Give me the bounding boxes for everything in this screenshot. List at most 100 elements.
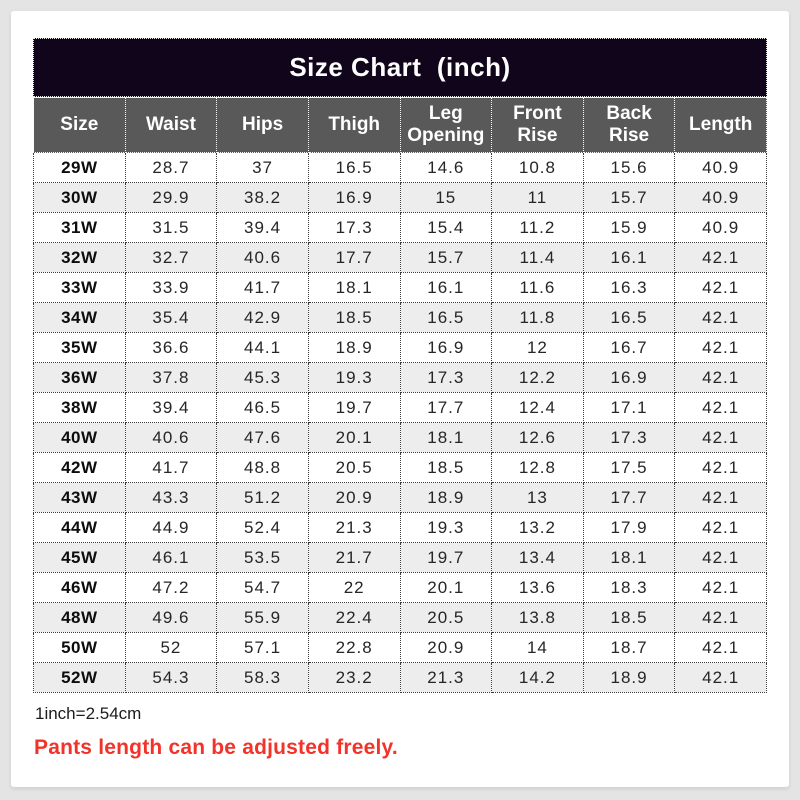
value-cell: 20.9 — [399, 632, 493, 663]
value-cell: 42.1 — [674, 482, 767, 513]
value-cell: 13.8 — [491, 602, 584, 633]
value-cell: 19.7 — [399, 542, 493, 573]
value-cell: 39.4 — [216, 212, 309, 243]
value-cell: 17.3 — [582, 422, 676, 453]
value-cell: 11.8 — [491, 302, 584, 333]
table-row: 33W 33.9 41.7 18.1 16.1 11.6 16.3 42.1 — [33, 272, 767, 303]
chart-title-bar: Size Chart (inch) — [33, 38, 767, 97]
value-cell: 15.9 — [582, 212, 676, 243]
value-cell: 42.1 — [674, 302, 767, 333]
value-cell: 18.5 — [307, 302, 401, 333]
table-row: 45W 46.1 53.5 21.7 19.7 13.4 18.1 42.1 — [33, 542, 767, 573]
value-cell: 29.9 — [124, 182, 218, 213]
value-cell: 37 — [216, 152, 309, 183]
value-cell: 16.5 — [582, 302, 676, 333]
value-cell: 21.7 — [307, 542, 401, 573]
value-cell: 40.9 — [674, 212, 767, 243]
value-cell: 45.3 — [216, 362, 309, 393]
size-cell: 43W — [33, 482, 126, 513]
table-row: 36W 37.8 45.3 19.3 17.3 12.2 16.9 42.1 — [33, 362, 767, 393]
value-cell: 54.3 — [124, 662, 218, 693]
value-cell: 46.1 — [124, 542, 218, 573]
value-cell: 42.1 — [674, 422, 767, 453]
value-cell: 20.5 — [307, 452, 401, 483]
value-cell: 42.1 — [674, 272, 767, 303]
size-cell: 52W — [33, 662, 126, 693]
column-header-front-rise: Front Rise — [491, 97, 584, 153]
value-cell: 16.1 — [582, 242, 676, 273]
value-cell: 31.5 — [124, 212, 218, 243]
value-cell: 18.7 — [582, 632, 676, 663]
value-cell: 20.5 — [399, 602, 493, 633]
value-cell: 53.5 — [216, 542, 309, 573]
value-cell: 17.7 — [582, 482, 676, 513]
value-cell: 41.7 — [216, 272, 309, 303]
value-cell: 16.7 — [582, 332, 676, 363]
value-cell: 12.6 — [491, 422, 584, 453]
size-cell: 35W — [33, 332, 126, 363]
value-cell: 47.2 — [124, 572, 218, 603]
value-cell: 22.4 — [307, 602, 401, 633]
value-cell: 13 — [491, 482, 584, 513]
value-cell: 36.6 — [124, 332, 218, 363]
value-cell: 44.1 — [216, 332, 309, 363]
value-cell: 20.1 — [399, 572, 493, 603]
value-cell: 18.5 — [399, 452, 493, 483]
value-cell: 15.6 — [582, 152, 676, 183]
value-cell: 17.3 — [399, 362, 493, 393]
column-header-size: Size — [33, 97, 126, 153]
table-row: 34W 35.4 42.9 18.5 16.5 11.8 16.5 42.1 — [33, 302, 767, 333]
value-cell: 37.8 — [124, 362, 218, 393]
value-cell: 52.4 — [216, 512, 309, 543]
value-cell: 52 — [124, 632, 218, 663]
value-cell: 40.6 — [124, 422, 218, 453]
value-cell: 14.6 — [399, 152, 493, 183]
table-row: 38W 39.4 46.5 19.7 17.7 12.4 17.1 42.1 — [33, 392, 767, 423]
value-cell: 20.9 — [307, 482, 401, 513]
value-cell: 10.8 — [491, 152, 584, 183]
size-cell: 36W — [33, 362, 126, 393]
column-header-hips: Hips — [216, 97, 309, 153]
value-cell: 42.1 — [674, 572, 767, 603]
value-cell: 35.4 — [124, 302, 218, 333]
table-row: 30W 29.9 38.2 16.9 15 11 15.7 40.9 — [33, 182, 767, 213]
value-cell: 14.2 — [491, 662, 584, 693]
value-cell: 14 — [491, 632, 584, 663]
table-row: 40W 40.6 47.6 20.1 18.1 12.6 17.3 42.1 — [33, 422, 767, 453]
value-cell: 21.3 — [307, 512, 401, 543]
table-row: 29W 28.7 37 16.5 14.6 10.8 15.6 40.9 — [33, 152, 767, 183]
size-cell: 29W — [33, 152, 126, 183]
value-cell: 39.4 — [124, 392, 218, 423]
value-cell: 18.1 — [582, 542, 676, 573]
value-cell: 11.4 — [491, 242, 584, 273]
size-cell: 31W — [33, 212, 126, 243]
size-table-body: 29W 28.7 37 16.5 14.6 10.8 15.6 40.9 30W 29.9 38.2… — [33, 152, 767, 693]
column-header-thigh: Thigh — [307, 97, 401, 153]
table-row: 43W 43.3 51.2 20.9 18.9 13 17.7 42.1 — [33, 482, 767, 513]
unit-note: 1inch=2.54cm — [35, 704, 142, 723]
value-cell: 19.3 — [399, 512, 493, 543]
value-cell: 17.1 — [582, 392, 676, 423]
value-cell: 33.9 — [124, 272, 218, 303]
value-cell: 43.3 — [124, 482, 218, 513]
value-cell: 17.5 — [582, 452, 676, 483]
value-cell: 15.4 — [399, 212, 493, 243]
value-cell: 48.8 — [216, 452, 309, 483]
value-cell: 17.9 — [582, 512, 676, 543]
table-row: 52W 54.3 58.3 23.2 21.3 14.2 18.9 42.1 — [33, 662, 767, 693]
value-cell: 15 — [399, 182, 493, 213]
value-cell: 42.1 — [674, 332, 767, 363]
value-cell: 32.7 — [124, 242, 218, 273]
value-cell: 17.7 — [307, 242, 401, 273]
value-cell: 13.2 — [491, 512, 584, 543]
column-header-back-rise: Back Rise — [582, 97, 676, 153]
value-cell: 22.8 — [307, 632, 401, 663]
value-cell: 16.9 — [582, 362, 676, 393]
value-cell: 19.7 — [307, 392, 401, 423]
value-cell: 23.2 — [307, 662, 401, 693]
value-cell: 18.9 — [307, 332, 401, 363]
value-cell: 58.3 — [216, 662, 309, 693]
table-row: 46W 47.2 54.7 22 20.1 13.6 18.3 42.1 — [33, 572, 767, 603]
table-row: 31W 31.5 39.4 17.3 15.4 11.2 15.9 40.9 — [33, 212, 767, 243]
header-row: Size Waist Hips Thigh Leg Opening Front … — [33, 97, 767, 153]
